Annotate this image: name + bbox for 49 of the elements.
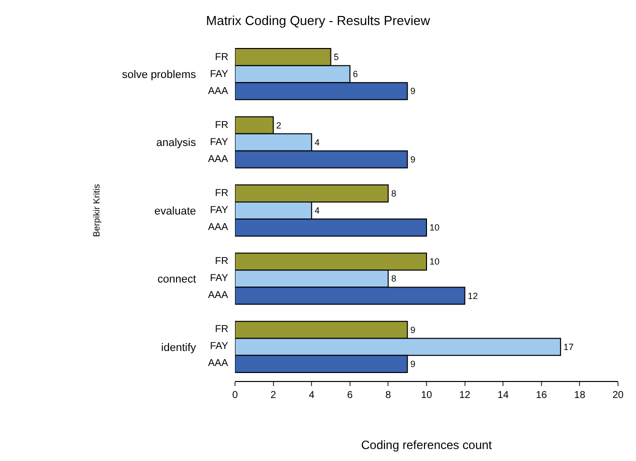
text: FAY — [210, 341, 228, 352]
data-label: 12 — [468, 290, 478, 301]
data-label: 2 — [276, 120, 282, 130]
data-label: 10 — [430, 256, 440, 267]
x-tick-label: 20 — [612, 390, 624, 401]
text: AAA — [208, 358, 228, 369]
y-tick-label: solve problems — [122, 68, 196, 81]
x-tick-label: 8 — [385, 390, 392, 401]
data-label: 8 — [391, 274, 396, 284]
x-axis-title: Coding references count — [361, 438, 493, 452]
text: AAA — [208, 154, 228, 165]
data-label: 9 — [410, 154, 416, 164]
data-label: 10 — [430, 222, 440, 233]
x-tick-label: 10 — [420, 390, 432, 401]
data-label: 9 — [410, 324, 416, 335]
data-label: 8 — [391, 188, 396, 198]
data-label: 4 — [314, 137, 320, 148]
x-tick-label: 6 — [347, 390, 354, 401]
text: FR — [215, 120, 228, 131]
x-tick-label: 2 — [270, 390, 277, 401]
text: AAA — [208, 290, 228, 301]
text: FAY — [210, 273, 228, 284]
y-tick-label: identify — [161, 342, 196, 354]
x-tick-label: 16 — [536, 390, 548, 401]
data-label: 4 — [314, 206, 320, 216]
series-label: AAA — [208, 86, 228, 97]
x-tick-label: 18 — [574, 390, 586, 401]
text: FR — [215, 324, 228, 335]
data-label: 9 — [410, 86, 416, 96]
text: AAA — [208, 222, 228, 233]
text: FR — [215, 188, 228, 199]
data-label: 17 — [564, 342, 574, 352]
x-tick-label: 12 — [459, 390, 471, 401]
y-tick-label: connect — [157, 274, 196, 286]
chart-title: Matrix Coding Query - Results Preview — [206, 13, 431, 28]
series-label: FAY — [210, 69, 228, 80]
y-axis-title: Berpikir Kritis — [91, 184, 102, 238]
data-label: 5 — [334, 52, 339, 62]
data-label: 9 — [410, 358, 416, 369]
y-tick-label: analysis — [156, 137, 196, 150]
data-label: 6 — [352, 69, 358, 80]
text: FAY — [210, 137, 228, 148]
x-tick-label: 14 — [498, 390, 510, 401]
text: FAY — [210, 205, 228, 216]
x-tick-label: 0 — [232, 390, 238, 401]
series-label: FR — [215, 52, 228, 63]
text: FR — [215, 256, 228, 267]
y-tick-label: evaluate — [154, 205, 196, 218]
x-tick-label: 4 — [308, 390, 315, 401]
